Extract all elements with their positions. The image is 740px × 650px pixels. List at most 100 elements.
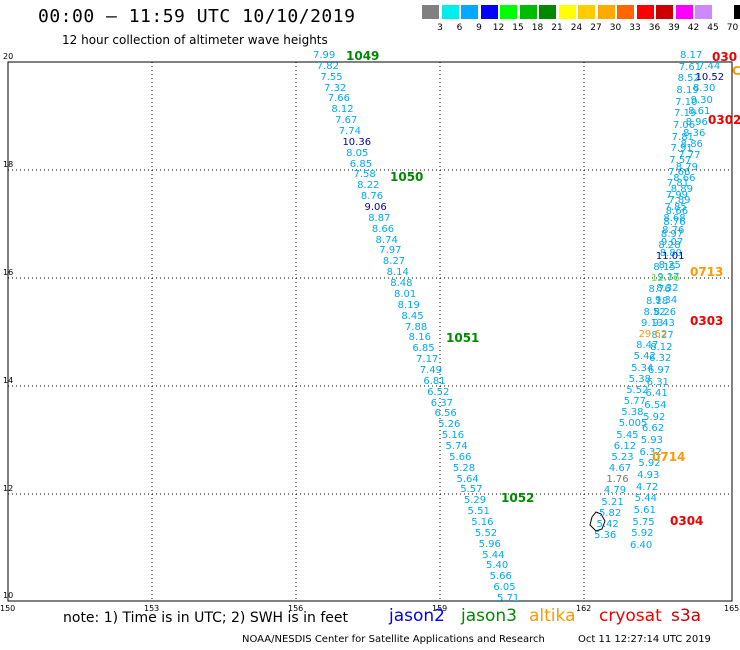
wave-height-value: 5.40 <box>485 560 509 572</box>
wave-height-value: 7.91 <box>670 143 693 155</box>
wave-height-value: 6.05 <box>493 582 516 594</box>
color-swatch <box>539 5 556 19</box>
wave-height-value: 7.77 <box>678 150 701 162</box>
wave-height-value: 6.32 <box>639 446 662 458</box>
wave-height-value: 5.51 <box>467 506 490 518</box>
wave-height-value: 8.80 <box>659 248 683 260</box>
wave-height-value: 7.49 <box>419 364 442 376</box>
color-scale-label: 70 <box>726 23 739 33</box>
wave-height-value: 7.97 <box>379 245 402 257</box>
legend-item-jason3: jason3 <box>461 606 517 626</box>
land-outline <box>589 511 606 532</box>
wave-height-value: 8.47 <box>636 340 659 352</box>
wave-height-value: 9.30 <box>690 94 713 106</box>
wave-height-value: 5.34 <box>631 362 654 374</box>
wave-height-value: 5.57 <box>460 484 483 496</box>
color-scale-label: 42 <box>687 23 700 33</box>
note-text: note: 1) Time is in UTC; 2) SWH is in fe… <box>63 610 349 626</box>
pass-number-label: 1050 <box>390 170 424 184</box>
wave-height-value: 7.58 <box>353 169 376 181</box>
wave-height-value: 9.13 <box>641 317 664 329</box>
chart-title: 00:00 – 11:59 UTC 10/10/2019 <box>38 6 356 27</box>
color-scale-label: 33 <box>629 23 641 33</box>
wave-height-value: 8.61 <box>688 105 711 117</box>
wave-height-value: 5.82 <box>598 507 622 519</box>
wave-height-value: 8.74 <box>375 234 398 246</box>
y-axis-tick-label: 18 <box>3 160 14 169</box>
color-scale-label: 21 <box>551 23 563 33</box>
wave-height-value: 8.16 <box>408 332 431 344</box>
credit-text: NOAA/NESDIS Center for Satellite Applica… <box>242 634 545 645</box>
wave-height-value: 5.26 <box>438 419 461 431</box>
wave-height-value: 5.74 <box>445 440 468 452</box>
wave-height-value: 8.76 <box>360 191 384 203</box>
wave-height-value: 5.23 <box>611 451 634 463</box>
legend-item-jason2: jason2 <box>389 606 445 626</box>
x-axis-tick-label: 150 <box>0 604 16 613</box>
wave-height-value: 8.18 <box>646 295 669 307</box>
pass-number-label: 1052 <box>501 491 535 505</box>
wave-height-value: 8.30 <box>693 83 716 95</box>
wave-height-value: 8.22 <box>357 180 380 192</box>
plot-frame <box>7 61 733 602</box>
color-swatch <box>656 5 673 19</box>
timestamp-text: Oct 11 12:27:14 UTC 2019 <box>578 634 711 645</box>
wave-height-value: 8.76 <box>648 284 671 296</box>
wave-height-value: 5.38 <box>621 407 644 419</box>
wave-height-value: 6.41 <box>645 388 668 400</box>
pass-number-label: 030 <box>712 50 738 64</box>
pass-number-label: 1051 <box>446 331 480 345</box>
wave-height-value: 12.76 <box>650 273 680 285</box>
color-swatch <box>422 5 439 19</box>
wave-height-value: 7.66 <box>668 166 691 178</box>
wave-height-value: 9.43 <box>652 318 675 330</box>
wave-height-value: 5.29 <box>463 495 487 507</box>
wave-height-value: 5.38 <box>628 373 651 385</box>
chart-subtitle: 12 hour collection of altimeter wave hei… <box>62 33 328 47</box>
wave-height-value: 7.81 <box>666 178 690 190</box>
y-axis-tick-label: 10 <box>3 591 14 600</box>
wave-height-value: 5.21 <box>601 496 624 508</box>
wave-height-value: 5.16 <box>471 516 494 528</box>
wave-height-value: 7.10 <box>675 96 698 108</box>
wave-height-value: 5.005 <box>618 418 648 430</box>
wave-height-value: 7.32 <box>324 82 347 94</box>
wave-height-value: 8.05 <box>346 147 369 159</box>
wave-height-value: 8.96 <box>685 116 708 128</box>
pass-number-label: 0302 <box>708 113 740 127</box>
x-axis-tick-label: 153 <box>144 604 160 613</box>
color-scale-label: 27 <box>590 23 602 33</box>
legend-item-cryosat: cryosat <box>599 606 662 626</box>
wave-height-value: 9.17 <box>657 271 680 283</box>
wave-height-value: 9.07 <box>660 236 684 248</box>
wave-height-value: 8.52 <box>677 73 700 85</box>
wave-height-value: 8.26 <box>653 306 677 318</box>
wave-height-value: 5.77 <box>623 396 646 407</box>
wave-height-value: 9.06 <box>364 202 387 214</box>
color-swatch <box>636 5 654 19</box>
wave-height-value: 4.93 <box>637 470 660 481</box>
wave-height-value: 1.76 <box>606 474 629 486</box>
wave-height-value: 7.57 <box>669 155 692 166</box>
x-axis-tick-label: 159 <box>432 604 448 613</box>
wave-height-value: 6.12 <box>613 440 637 452</box>
wave-height-value: 5.64 <box>456 473 479 485</box>
wave-height-value: 8.48 <box>390 278 413 290</box>
x-axis-tick-label: 156 <box>288 604 304 613</box>
wave-height-value: 6.52 <box>427 386 450 398</box>
wave-height-value: 5.28 <box>452 462 476 474</box>
wave-height-value: 8.19 <box>397 299 420 311</box>
wave-height-value: 5.36 <box>594 530 617 541</box>
wave-height-value: 5.61 <box>633 505 656 516</box>
color-swatch <box>714 5 732 19</box>
legend-item-altika: altika <box>529 606 576 626</box>
color-scale-label: 15 <box>512 23 524 33</box>
color-swatch <box>578 5 595 19</box>
y-axis-tick-label: 14 <box>3 376 14 385</box>
wave-height-value: 10.36 <box>342 136 372 148</box>
color-swatch <box>558 5 576 19</box>
wave-height-value: 7.82 <box>316 60 339 72</box>
color-swatch <box>519 5 537 19</box>
wave-height-value: 6.37 <box>430 397 454 409</box>
wave-height-value: 8.19 <box>676 85 699 96</box>
